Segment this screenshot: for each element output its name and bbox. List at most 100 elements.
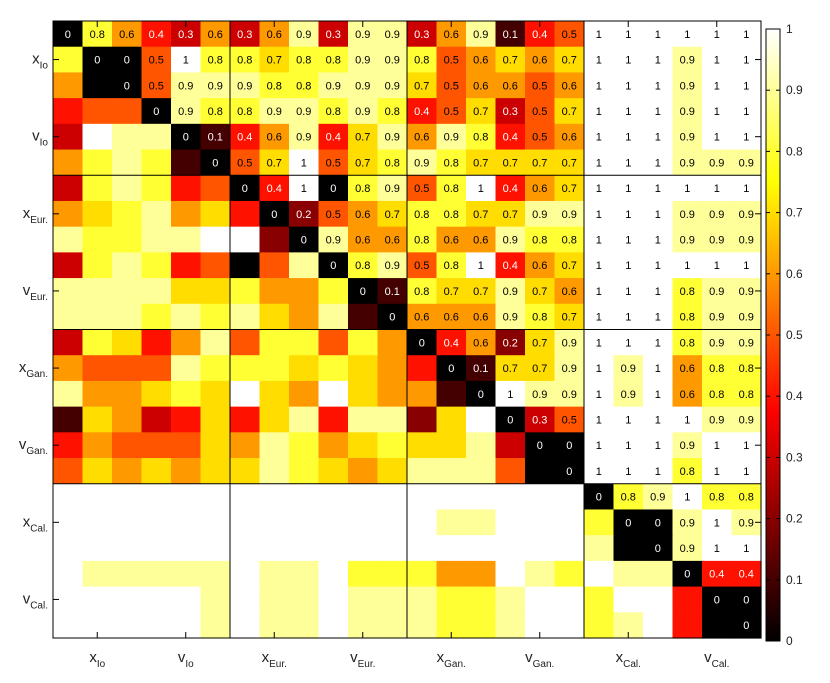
cell-value-label: 1 bbox=[596, 286, 602, 298]
heatmap-cell bbox=[230, 175, 261, 202]
heatmap-cell bbox=[230, 586, 261, 613]
heatmap-cell bbox=[672, 46, 703, 74]
heatmap-cell bbox=[672, 586, 703, 613]
cell-value-label: 0 bbox=[714, 594, 720, 606]
heatmap-cell bbox=[731, 560, 762, 588]
cell-value-label: 0.7 bbox=[503, 55, 518, 67]
cell-value-label: 0.9 bbox=[385, 260, 400, 272]
cell-value-label: 0.8 bbox=[532, 235, 547, 247]
heatmap-cell bbox=[436, 175, 467, 202]
heatmap-cell bbox=[643, 432, 674, 459]
heatmap-cell bbox=[407, 200, 438, 228]
cell-value-label: 1 bbox=[684, 492, 690, 504]
colorbar-tick-label: 0.5 bbox=[786, 328, 803, 342]
heatmap-cell bbox=[554, 21, 585, 48]
heatmap-cell bbox=[466, 200, 497, 228]
cell-value-label: 1 bbox=[743, 260, 749, 272]
heatmap-cell bbox=[554, 72, 585, 99]
heatmap-cell bbox=[495, 252, 526, 279]
heatmap-cell bbox=[613, 98, 644, 125]
heatmap-cell bbox=[702, 458, 733, 485]
cell-value-label: 0.9 bbox=[739, 517, 754, 529]
heatmap-cell bbox=[466, 535, 497, 562]
cell-value-label: 0.1 bbox=[385, 286, 400, 298]
heatmap-cell bbox=[112, 72, 143, 99]
heatmap-cell bbox=[200, 509, 231, 536]
heatmap-cell bbox=[82, 380, 113, 408]
cell-value-label: 1 bbox=[625, 132, 631, 144]
heatmap-cell bbox=[466, 278, 497, 305]
cell-value-label: 0.6 bbox=[532, 260, 547, 272]
heatmap-cell bbox=[230, 226, 261, 253]
heatmap-cell bbox=[377, 329, 408, 356]
heatmap-cell bbox=[584, 46, 615, 74]
cell-value-label: 0 bbox=[478, 389, 484, 401]
heatmap-cell bbox=[731, 149, 762, 176]
heatmap-cell bbox=[141, 458, 172, 485]
heatmap-cell bbox=[171, 303, 202, 331]
cell-value-label: 0.5 bbox=[414, 183, 429, 195]
heatmap-cell bbox=[289, 123, 320, 151]
cell-value-label: 0 bbox=[183, 132, 189, 144]
heatmap-cell bbox=[289, 380, 320, 408]
heatmap-cell bbox=[259, 483, 290, 511]
heatmap-cell bbox=[318, 98, 349, 125]
heatmap-cell bbox=[348, 278, 379, 305]
heatmap-cell bbox=[289, 483, 320, 511]
cell-value-label: 0.9 bbox=[621, 363, 636, 375]
heatmap-cell bbox=[672, 226, 703, 253]
cell-value-label: 1 bbox=[625, 312, 631, 324]
heatmap-cell bbox=[171, 380, 202, 408]
heatmap-cell bbox=[318, 535, 349, 562]
heatmap-cell bbox=[466, 612, 497, 639]
cell-value-label: 0.9 bbox=[296, 132, 311, 144]
cell-value-label: 1 bbox=[596, 337, 602, 349]
heatmap-cell bbox=[171, 329, 202, 356]
cell-value-label: 1 bbox=[714, 260, 720, 272]
heatmap-cell bbox=[200, 483, 231, 511]
colorbar-tick-label: 1 bbox=[786, 22, 793, 36]
heatmap-cell bbox=[436, 46, 467, 74]
cell-value-label: 0.9 bbox=[680, 543, 695, 555]
heatmap-cell bbox=[230, 355, 261, 382]
heatmap-cell bbox=[200, 149, 231, 176]
heatmap-cell bbox=[525, 98, 556, 125]
heatmap-cell bbox=[436, 406, 467, 433]
heatmap-cell bbox=[525, 72, 556, 99]
heatmap-cell bbox=[466, 586, 497, 613]
heatmap-cell bbox=[200, 200, 231, 228]
heatmap-cell bbox=[141, 535, 172, 562]
heatmap-cell bbox=[731, 303, 762, 331]
heatmap-cell bbox=[318, 509, 349, 536]
cell-value-label: 0.9 bbox=[709, 312, 724, 324]
cell-value-label: 0.6 bbox=[473, 235, 488, 247]
heatmap-cell bbox=[466, 329, 497, 356]
heatmap-cell bbox=[318, 72, 349, 99]
heatmap-cell bbox=[348, 72, 379, 99]
heatmap-cell bbox=[407, 98, 438, 125]
heatmap-cell bbox=[613, 406, 644, 433]
cell-value-label: 0.7 bbox=[473, 209, 488, 221]
cell-value-label: 0 bbox=[330, 260, 336, 272]
cell-value-label: 0.2 bbox=[503, 337, 518, 349]
heatmap-cell bbox=[584, 21, 615, 48]
heatmap-cell bbox=[82, 560, 113, 588]
cell-value-label: 0.8 bbox=[562, 235, 577, 247]
cell-value-label: 0.8 bbox=[414, 209, 429, 221]
cell-value-label: 0.8 bbox=[680, 466, 695, 478]
heatmap-cell bbox=[289, 406, 320, 433]
heatmap-cell bbox=[112, 432, 143, 459]
heatmap-cell bbox=[318, 21, 349, 48]
heatmap-cell bbox=[141, 72, 172, 99]
cell-value-label: 0.7 bbox=[532, 337, 547, 349]
heatmap-cell bbox=[82, 149, 113, 176]
heatmap-cell bbox=[82, 329, 113, 356]
heatmap-cell bbox=[643, 535, 674, 562]
cell-value-label: 0.9 bbox=[709, 337, 724, 349]
plot-frame bbox=[52, 20, 762, 639]
heatmap-cell bbox=[554, 586, 585, 613]
cell-value-label: 0.6 bbox=[680, 363, 695, 375]
cell-value-label: 1 bbox=[625, 106, 631, 118]
heatmap-cell bbox=[613, 586, 644, 613]
cell-value-label: 0.5 bbox=[326, 209, 341, 221]
